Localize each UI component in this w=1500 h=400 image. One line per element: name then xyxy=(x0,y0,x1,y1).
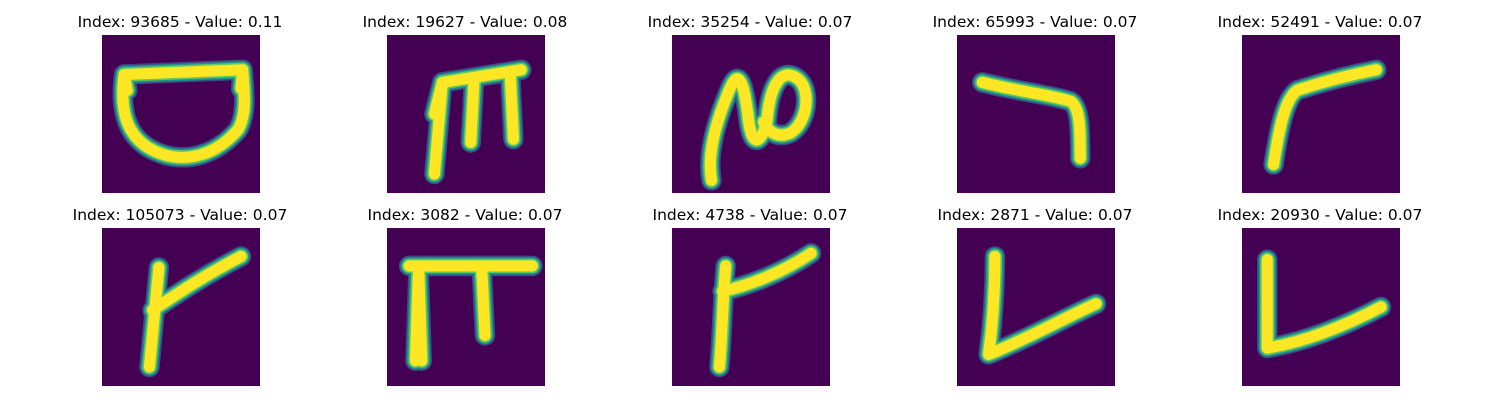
glyph-stroke xyxy=(713,247,817,373)
glyph-stroke xyxy=(1261,254,1387,354)
panel-title: Index: 2871 - Value: 0.07 xyxy=(937,206,1133,224)
panel-title: Index: 3082 - Value: 0.07 xyxy=(367,206,563,224)
panel-title: Index: 93685 - Value: 0.11 xyxy=(77,13,283,31)
panel-title: Index: 35254 - Value: 0.07 xyxy=(647,13,853,31)
glyph-image xyxy=(672,228,830,386)
image-panel: Index: 3082 - Value: 0.07 xyxy=(325,206,605,396)
image-panel: Index: 65993 - Value: 0.07 xyxy=(895,13,1175,203)
panel-title: Index: 20930 - Value: 0.07 xyxy=(1217,206,1423,224)
glyph-stroke xyxy=(117,64,250,163)
image-panel: Index: 2871 - Value: 0.07 xyxy=(895,206,1175,396)
glyph-stroke xyxy=(403,260,538,367)
panel-title: Index: 65993 - Value: 0.07 xyxy=(932,13,1138,31)
glyph-stroke xyxy=(1268,64,1382,171)
image-panel: Index: 105073 - Value: 0.07 xyxy=(40,206,320,396)
image-panel: Index: 52491 - Value: 0.07 xyxy=(1180,13,1460,203)
glyph-stroke xyxy=(976,76,1086,164)
image-panel: Index: 93685 - Value: 0.11 xyxy=(40,13,320,203)
panel-title: Index: 4738 - Value: 0.07 xyxy=(652,206,848,224)
glyph-image xyxy=(387,228,545,386)
image-panel: Index: 19627 - Value: 0.08 xyxy=(325,13,605,203)
image-panel: Index: 20930 - Value: 0.07 xyxy=(1180,206,1460,396)
glyph-stroke xyxy=(704,69,812,186)
glyph-image xyxy=(102,228,260,386)
glyph-image xyxy=(1242,228,1400,386)
glyph-image xyxy=(957,228,1115,386)
glyph-stroke xyxy=(428,64,527,180)
image-background xyxy=(957,35,1115,193)
glyph-image xyxy=(1242,35,1400,193)
glyph-image xyxy=(957,35,1115,193)
panel-title: Index: 52491 - Value: 0.07 xyxy=(1217,13,1423,31)
glyph-stroke xyxy=(983,250,1102,360)
glyph-stroke xyxy=(143,250,247,373)
glyph-image xyxy=(102,35,260,193)
panel-title: Index: 19627 - Value: 0.08 xyxy=(362,13,568,31)
panel-title: Index: 105073 - Value: 0.07 xyxy=(72,206,288,224)
glyph-image xyxy=(387,35,545,193)
image-panel: Index: 35254 - Value: 0.07 xyxy=(610,13,890,203)
image-panel: Index: 4738 - Value: 0.07 xyxy=(610,206,890,396)
glyph-image xyxy=(672,35,830,193)
